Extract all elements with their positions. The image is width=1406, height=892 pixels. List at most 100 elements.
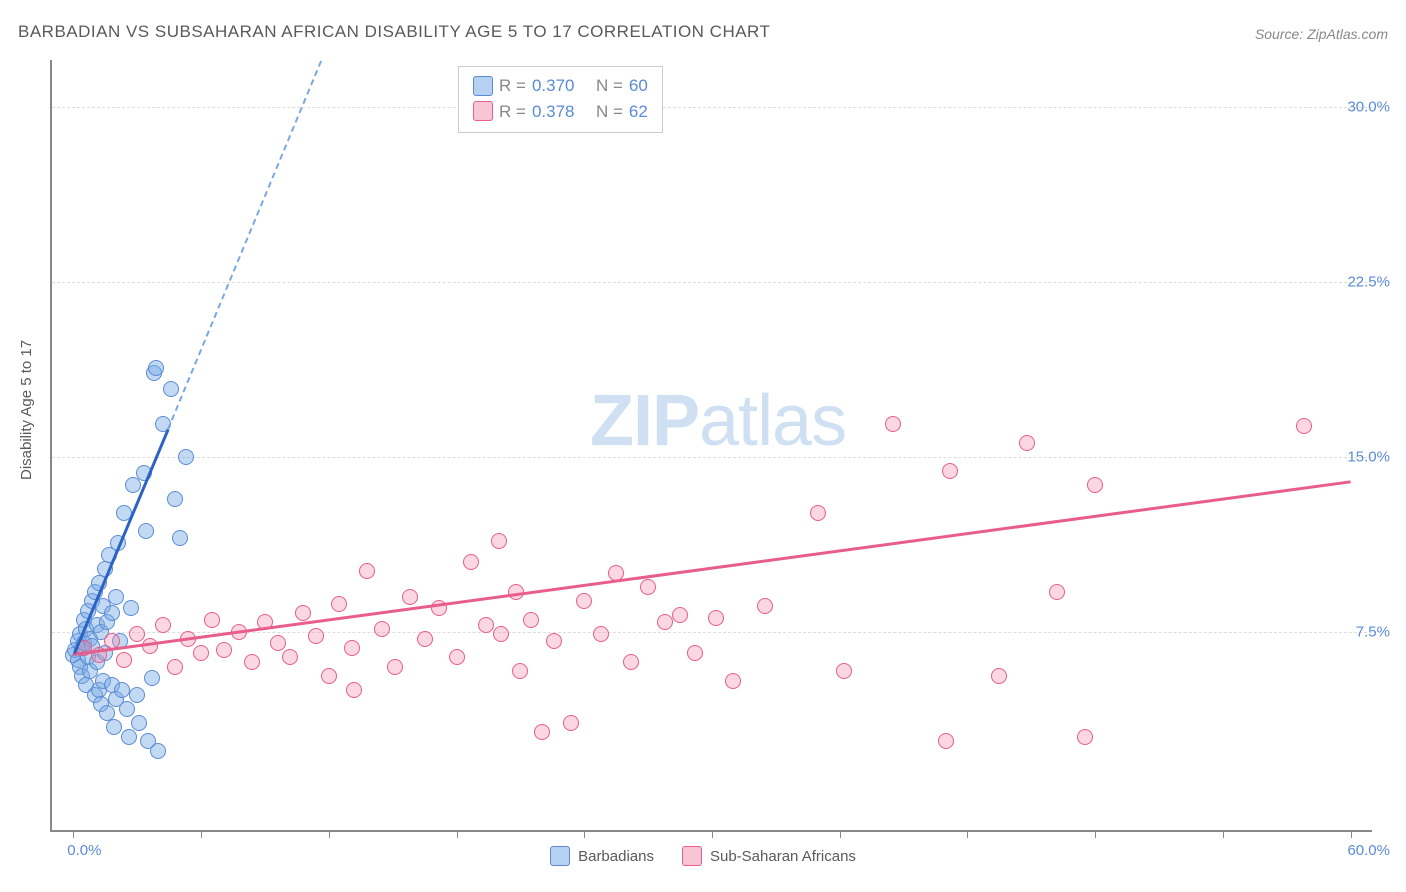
data-point (308, 628, 324, 644)
data-point (155, 617, 171, 633)
data-point (193, 645, 209, 661)
data-point (167, 491, 183, 507)
data-point (331, 596, 347, 612)
x-tick-mark (1095, 830, 1096, 838)
data-point (387, 659, 403, 675)
data-point (1087, 477, 1103, 493)
data-point (563, 715, 579, 731)
data-point (942, 463, 958, 479)
data-point (178, 449, 194, 465)
scatter-plot-area (50, 60, 1372, 832)
data-point (417, 631, 433, 647)
data-point (129, 687, 145, 703)
legend-item-barbadians: Barbadians (550, 846, 654, 866)
data-point (321, 668, 337, 684)
x-tick-mark (73, 830, 74, 838)
data-point (991, 668, 1007, 684)
data-point (657, 614, 673, 630)
swatch-pink-icon (473, 101, 493, 121)
data-point (108, 589, 124, 605)
y-tick-label: 15.0% (1347, 448, 1390, 465)
data-point (1077, 729, 1093, 745)
legend-row-pink: R = 0.378 N = 62 (473, 99, 648, 125)
y-axis-label: Disability Age 5 to 17 (18, 340, 35, 480)
data-point (836, 663, 852, 679)
x-tick-mark (1223, 830, 1224, 838)
legend-row-blue: R = 0.370 N = 60 (473, 73, 648, 99)
data-point (163, 381, 179, 397)
data-point (138, 523, 154, 539)
swatch-blue-icon (550, 846, 570, 866)
swatch-pink-icon (682, 846, 702, 866)
data-point (374, 621, 390, 637)
data-point (478, 617, 494, 633)
data-point (344, 640, 360, 656)
data-point (119, 701, 135, 717)
y-tick-label: 30.0% (1347, 98, 1390, 115)
x-axis-max-label: 60.0% (1347, 842, 1390, 859)
data-point (708, 610, 724, 626)
data-point (148, 360, 164, 376)
data-point (593, 626, 609, 642)
x-tick-mark (201, 830, 202, 838)
gridline (52, 107, 1372, 108)
legend-item-subsaharan: Sub-Saharan Africans (682, 846, 856, 866)
data-point (546, 633, 562, 649)
data-point (687, 645, 703, 661)
y-tick-label: 22.5% (1347, 273, 1390, 290)
data-point (491, 533, 507, 549)
data-point (172, 530, 188, 546)
series-legend: Barbadians Sub-Saharan Africans (0, 846, 1406, 866)
data-point (150, 743, 166, 759)
data-point (123, 600, 139, 616)
data-point (270, 635, 286, 651)
data-point (116, 652, 132, 668)
swatch-blue-icon (473, 76, 493, 96)
data-point (512, 663, 528, 679)
data-point (463, 554, 479, 570)
data-point (640, 579, 656, 595)
data-point (359, 563, 375, 579)
data-point (121, 729, 137, 745)
data-point (106, 719, 122, 735)
x-tick-mark (584, 830, 585, 838)
correlation-legend: R = 0.370 N = 60 R = 0.378 N = 62 (458, 66, 663, 133)
data-point (167, 659, 183, 675)
trend-pink (73, 480, 1351, 656)
data-point (402, 589, 418, 605)
data-point (523, 612, 539, 628)
data-point (757, 598, 773, 614)
data-point (623, 654, 639, 670)
x-axis-min-label: 0.0% (67, 842, 101, 859)
x-tick-mark (967, 830, 968, 838)
data-point (295, 605, 311, 621)
data-point (725, 673, 741, 689)
data-point (449, 649, 465, 665)
data-point (244, 654, 260, 670)
x-tick-mark (457, 830, 458, 838)
data-point (216, 642, 232, 658)
data-point (810, 505, 826, 521)
gridline (52, 282, 1372, 283)
data-point (1019, 435, 1035, 451)
data-point (938, 733, 954, 749)
data-point (346, 682, 362, 698)
x-tick-mark (840, 830, 841, 838)
data-point (885, 416, 901, 432)
x-tick-mark (329, 830, 330, 838)
data-point (1049, 584, 1065, 600)
source-credit: Source: ZipAtlas.com (1255, 26, 1388, 42)
data-point (144, 670, 160, 686)
data-point (114, 682, 130, 698)
data-point (672, 607, 688, 623)
data-point (1296, 418, 1312, 434)
data-point (493, 626, 509, 642)
trend-blue-dashed (167, 60, 322, 429)
y-tick-label: 7.5% (1356, 623, 1390, 640)
x-tick-mark (712, 830, 713, 838)
data-point (104, 605, 120, 621)
data-point (204, 612, 220, 628)
data-point (131, 715, 147, 731)
gridline (52, 457, 1372, 458)
chart-title: BARBADIAN VS SUBSAHARAN AFRICAN DISABILI… (18, 22, 770, 42)
